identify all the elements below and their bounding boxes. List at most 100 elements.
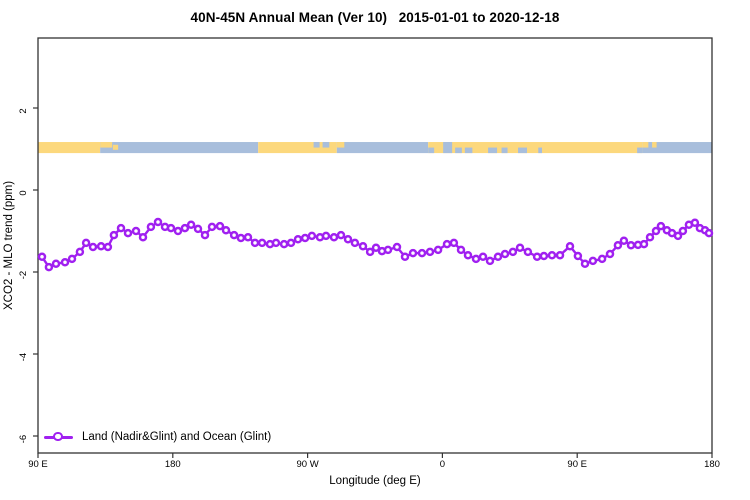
- data-point-marker: [690, 218, 700, 228]
- ocean-patch: [322, 142, 330, 148]
- ocean-segment: [100, 142, 259, 154]
- ocean-patch: [313, 142, 320, 148]
- data-point-marker: [613, 241, 623, 250]
- data-point-marker: [81, 238, 91, 248]
- tick-label: 90 W: [297, 459, 319, 470]
- data-point-marker: [471, 254, 481, 264]
- data-point-marker: [166, 223, 176, 233]
- data-point-marker: [350, 238, 360, 248]
- data-point-marker: [109, 230, 119, 240]
- data-point-marker: [103, 242, 113, 252]
- tick-label: -2: [18, 271, 29, 279]
- tick-label: 180: [165, 459, 181, 470]
- data-point-marker: [493, 252, 503, 262]
- data-point-marker: [371, 243, 381, 253]
- data-point-marker: [116, 223, 126, 233]
- data-point-marker: [44, 262, 54, 272]
- tick-label: 0: [440, 459, 445, 470]
- data-point-marker: [656, 221, 666, 231]
- data-point-marker: [329, 232, 339, 242]
- data-point-marker: [221, 225, 231, 235]
- data-point-marker: [500, 249, 510, 259]
- ocean-segment: [642, 142, 712, 154]
- data-point-marker: [250, 238, 260, 248]
- ocean-patch: [538, 147, 543, 154]
- legend: Land (Nadir&Glint) and Ocean (Glint): [44, 429, 271, 445]
- data-point-marker: [573, 251, 583, 261]
- land-segment: [428, 142, 643, 154]
- data-point-marker: [358, 241, 368, 251]
- land-patch: [336, 142, 345, 148]
- land-patch: [112, 144, 119, 150]
- data-point-marker: [51, 259, 61, 269]
- ocean-patch: [428, 147, 435, 154]
- data-point-marker: [215, 221, 225, 231]
- tick-label: 2: [18, 108, 29, 113]
- data-point-marker: [193, 224, 203, 234]
- ocean-patch: [488, 147, 498, 154]
- data-point-marker: [153, 217, 163, 227]
- ocean-patch: [443, 142, 453, 154]
- data-point-marker: [279, 239, 289, 249]
- data-point-marker: [88, 242, 98, 252]
- data-point-marker: [138, 232, 148, 242]
- data-point-marker: [392, 242, 402, 252]
- data-point-marker: [321, 231, 331, 241]
- data-point-marker: [478, 252, 488, 262]
- data-point-marker: [131, 226, 141, 236]
- data-point-marker: [123, 228, 133, 238]
- land-patch: [642, 142, 649, 148]
- data-point-marker: [271, 238, 281, 248]
- data-point-marker: [243, 232, 253, 242]
- data-point-marker: [417, 248, 427, 258]
- ocean-patch: [637, 147, 643, 154]
- data-point-marker: [37, 252, 47, 262]
- ocean-patch: [455, 147, 462, 154]
- data-point-marker: [515, 243, 525, 253]
- data-point-marker: [456, 245, 466, 255]
- data-point-marker: [300, 233, 310, 243]
- data-point-marker: [67, 254, 77, 264]
- data-point-marker: [229, 230, 239, 240]
- data-point-marker: [673, 231, 683, 241]
- data-point-marker: [336, 230, 346, 240]
- data-point-marker: [180, 223, 190, 233]
- data-point-marker: [588, 256, 598, 266]
- land-segment: [258, 142, 337, 154]
- data-point-marker: [433, 245, 443, 255]
- data-point-marker: [425, 247, 435, 257]
- data-point-marker: [678, 226, 688, 236]
- data-point-marker: [523, 247, 533, 257]
- tick-label: 0: [18, 190, 29, 195]
- data-point-marker: [619, 236, 629, 246]
- data-point-marker: [60, 257, 70, 267]
- data-point-marker: [400, 252, 410, 262]
- data-point-marker: [539, 251, 549, 261]
- data-point-marker: [645, 232, 655, 242]
- data-point-marker: [207, 222, 217, 232]
- land-patch: [100, 142, 113, 148]
- tick-label: -6: [18, 435, 29, 443]
- data-point-marker: [383, 245, 393, 255]
- tick-label: 90 E: [28, 459, 48, 470]
- tick-label: 180: [704, 459, 720, 470]
- data-point-marker: [547, 250, 557, 260]
- data-point-marker: [75, 247, 85, 257]
- chart-title: 40N-45N Annual Mean (Ver 10) 2015-01-01 …: [190, 10, 560, 25]
- data-point-marker: [508, 247, 518, 257]
- data-point-marker: [565, 241, 575, 251]
- ocean-patch: [518, 147, 528, 154]
- tick-label: 90 E: [567, 459, 587, 470]
- data-point-marker: [257, 238, 267, 248]
- data-series: [37, 217, 714, 272]
- data-point-marker: [463, 250, 473, 260]
- data-point-marker: [442, 239, 452, 249]
- data-point-marker: [639, 239, 649, 249]
- land-segment: [38, 142, 101, 154]
- land-patch: [652, 142, 657, 148]
- ocean-patch: [464, 147, 473, 154]
- data-point-marker: [485, 256, 495, 266]
- data-point-marker: [626, 241, 636, 250]
